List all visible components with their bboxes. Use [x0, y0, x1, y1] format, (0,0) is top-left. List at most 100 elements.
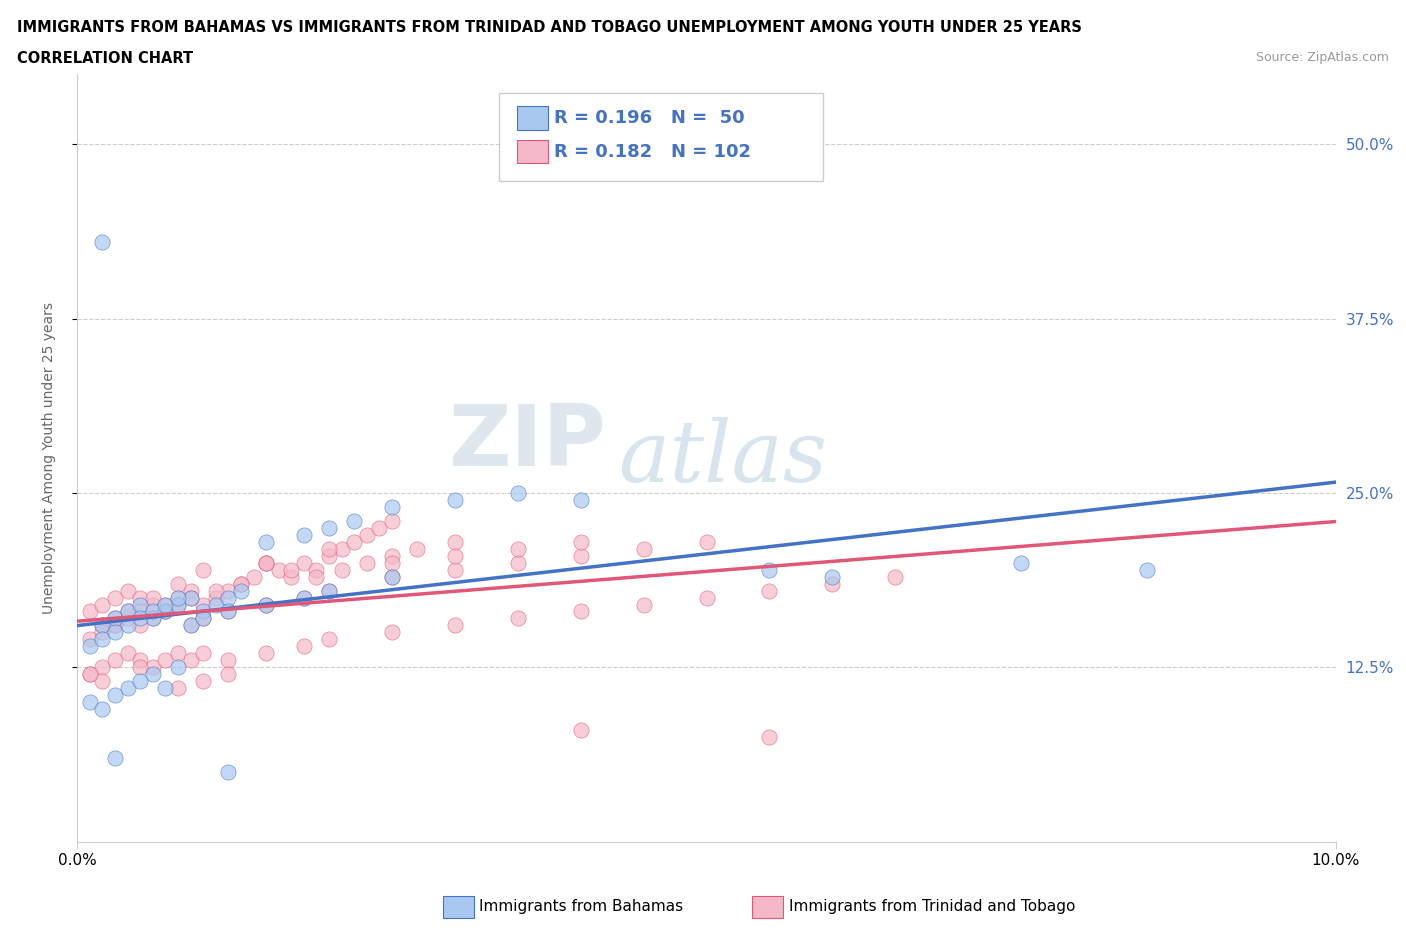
Point — [330, 562, 353, 577]
Point — [292, 639, 315, 654]
Point — [254, 555, 277, 570]
Point — [204, 591, 226, 605]
Point — [104, 591, 127, 605]
Point — [91, 618, 114, 633]
Point — [696, 591, 718, 605]
Point — [142, 597, 165, 612]
Point — [191, 611, 215, 626]
Point — [758, 583, 780, 598]
Point — [104, 625, 127, 640]
Point — [129, 611, 152, 626]
Text: R = 0.182   N = 102: R = 0.182 N = 102 — [554, 142, 751, 161]
Point — [506, 541, 529, 556]
Point — [129, 660, 152, 675]
Text: Immigrants from Trinidad and Tobago: Immigrants from Trinidad and Tobago — [789, 899, 1076, 914]
Text: IMMIGRANTS FROM BAHAMAS VS IMMIGRANTS FROM TRINIDAD AND TOBAGO UNEMPLOYMENT AMON: IMMIGRANTS FROM BAHAMAS VS IMMIGRANTS FR… — [17, 20, 1081, 35]
Point — [381, 549, 404, 564]
Point — [104, 611, 127, 626]
Point — [569, 535, 592, 550]
Point — [79, 639, 101, 654]
Point — [155, 604, 177, 619]
Point — [191, 646, 215, 661]
Text: CORRELATION CHART: CORRELATION CHART — [17, 51, 193, 66]
Text: atlas: atlas — [619, 417, 828, 499]
Point — [129, 604, 152, 619]
Point — [217, 604, 239, 619]
Point — [569, 493, 592, 508]
Point — [406, 541, 429, 556]
Point — [180, 618, 202, 633]
Point — [292, 591, 315, 605]
Text: R = 0.196   N =  50: R = 0.196 N = 50 — [554, 109, 745, 127]
Text: Source: ZipAtlas.com: Source: ZipAtlas.com — [1256, 51, 1389, 64]
Point — [191, 611, 215, 626]
Point — [129, 591, 152, 605]
Point — [381, 569, 404, 584]
Text: ZIP: ZIP — [449, 401, 606, 485]
Point — [217, 667, 239, 682]
Point — [444, 493, 467, 508]
Point — [821, 577, 844, 591]
Point — [191, 562, 215, 577]
Point — [104, 611, 127, 626]
Point — [142, 591, 165, 605]
Point — [117, 583, 139, 598]
Point — [155, 597, 177, 612]
Point — [155, 604, 177, 619]
Point — [217, 591, 239, 605]
Point — [129, 674, 152, 689]
Point — [79, 604, 101, 619]
Point — [91, 625, 114, 640]
Point — [254, 535, 277, 550]
Point — [318, 521, 340, 536]
Point — [117, 681, 139, 696]
Point — [280, 562, 302, 577]
Point — [381, 569, 404, 584]
Point — [696, 535, 718, 550]
Point — [117, 604, 139, 619]
Point — [254, 597, 277, 612]
Point — [217, 653, 239, 668]
Point — [292, 527, 315, 542]
Point — [569, 723, 592, 737]
Point — [305, 562, 328, 577]
Point — [254, 555, 277, 570]
Point — [330, 541, 353, 556]
Point — [129, 597, 152, 612]
Point — [254, 597, 277, 612]
Point — [444, 562, 467, 577]
Point — [217, 764, 239, 779]
Point — [91, 597, 114, 612]
Point — [91, 702, 114, 717]
Point — [167, 577, 190, 591]
Point — [142, 667, 165, 682]
Point — [1136, 562, 1159, 577]
Point — [381, 625, 404, 640]
Point — [117, 604, 139, 619]
Point — [229, 583, 252, 598]
Point — [91, 632, 114, 647]
Point — [242, 569, 264, 584]
Point — [79, 632, 101, 647]
Point — [204, 583, 226, 598]
Point — [180, 583, 202, 598]
Point — [142, 660, 165, 675]
Point — [444, 618, 467, 633]
Point — [254, 555, 277, 570]
Point — [318, 541, 340, 556]
Point — [368, 521, 391, 536]
Text: Immigrants from Bahamas: Immigrants from Bahamas — [479, 899, 683, 914]
Point — [217, 604, 239, 619]
Point — [91, 234, 114, 249]
Point — [318, 549, 340, 564]
Point — [129, 618, 152, 633]
Point — [191, 604, 215, 619]
Point — [444, 549, 467, 564]
Point — [155, 681, 177, 696]
Point — [142, 611, 165, 626]
Point — [229, 577, 252, 591]
Point — [167, 591, 190, 605]
Point — [267, 562, 290, 577]
Point — [758, 562, 780, 577]
Point — [633, 541, 655, 556]
